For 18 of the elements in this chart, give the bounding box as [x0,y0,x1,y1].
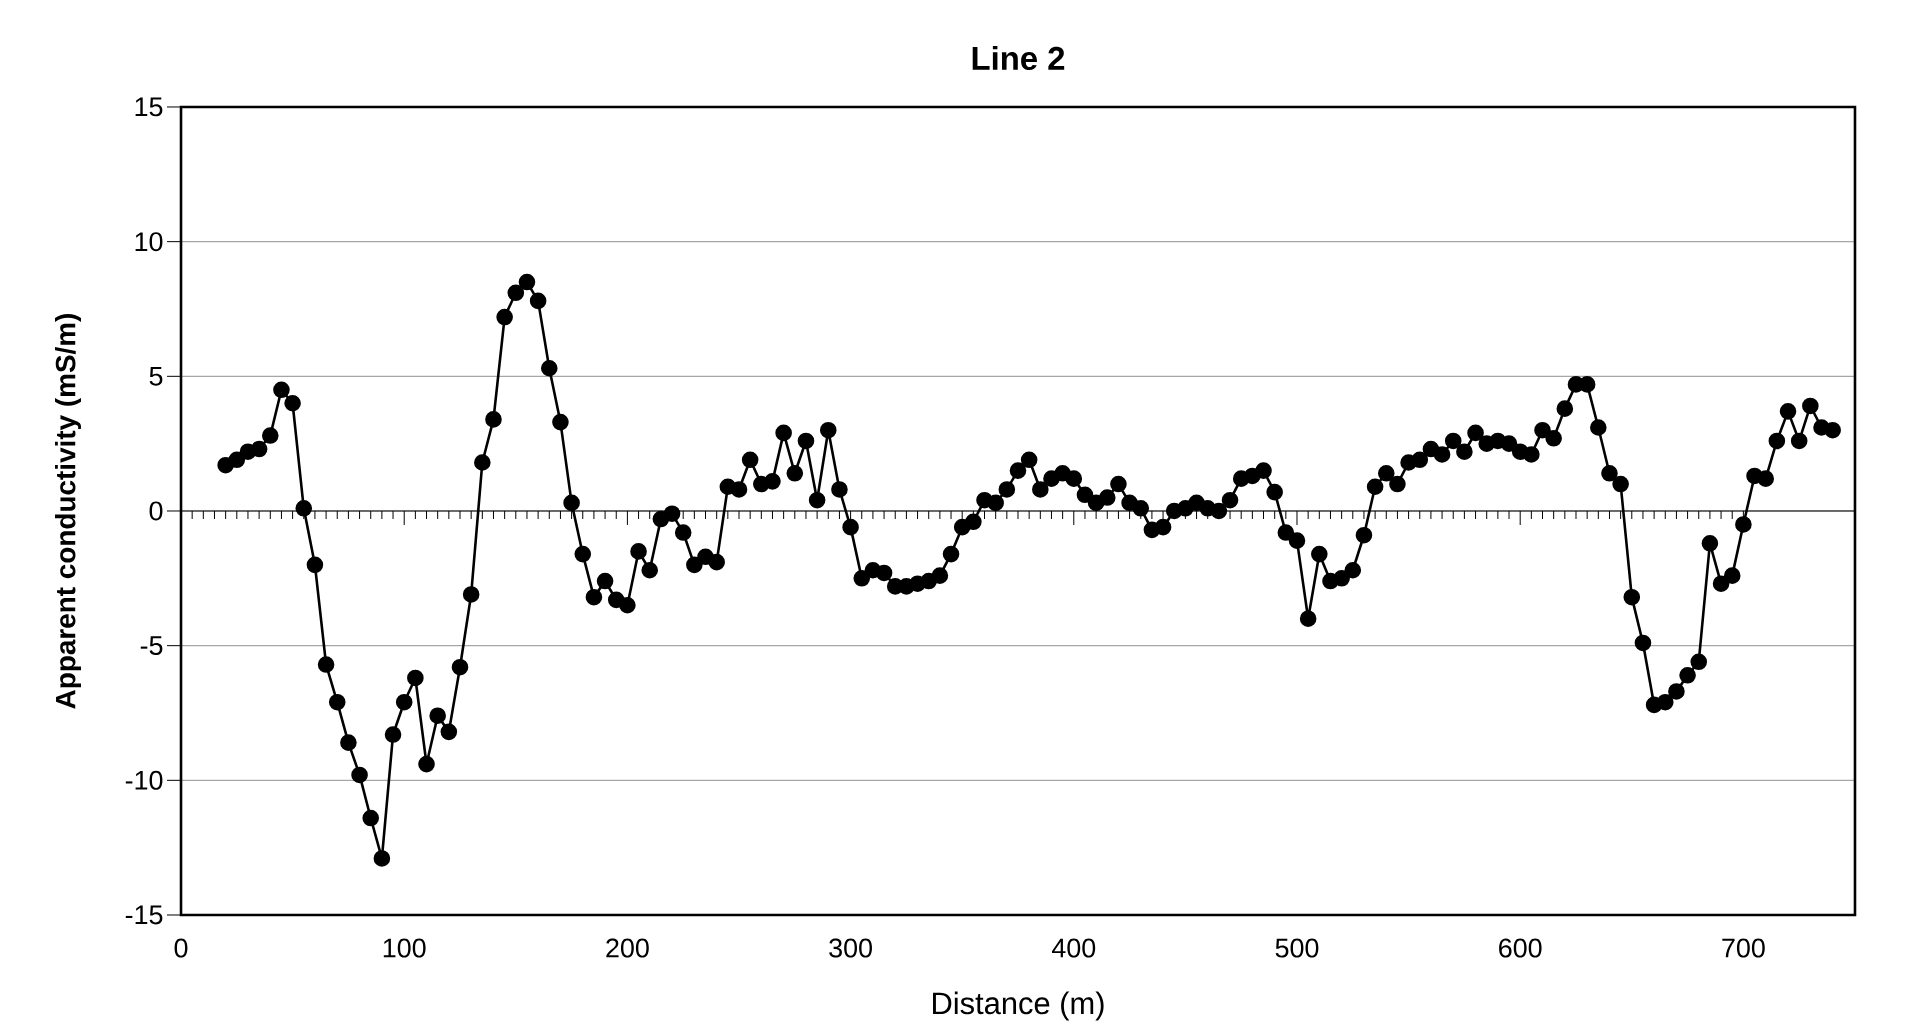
y-tick-label: 10 [135,232,163,252]
x-tick-label: 0 [174,938,188,958]
y-tick-label: -10 [125,770,163,790]
x-tick-label: 300 [829,938,872,958]
x-tick-label: 100 [383,938,426,958]
y-tick-label: 5 [149,366,163,386]
x-tick-label: 600 [1499,938,1542,958]
y-axis-title: Apparent conductivity (mS/m) [55,314,81,709]
x-tick-label: 700 [1722,938,1765,958]
x-tick-label: 500 [1275,938,1319,958]
x-tick-label: 200 [606,938,649,958]
x-tick-label: 400 [1051,938,1096,958]
chart-title: Line 2 [972,45,1065,71]
y-tick-label: 15 [135,97,163,117]
y-tick-label: -15 [125,905,163,925]
y-tick-label: 0 [149,501,163,521]
x-axis-title: Distance (m) [933,991,1104,1021]
y-tick-label: -5 [140,636,163,656]
